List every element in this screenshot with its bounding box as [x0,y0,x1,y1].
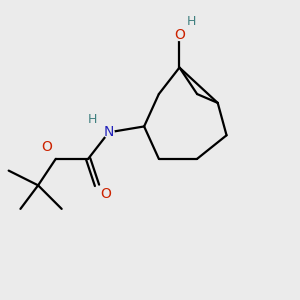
Text: H: H [187,15,196,28]
Circle shape [103,127,114,138]
Circle shape [42,142,52,152]
Circle shape [174,30,185,40]
Circle shape [186,16,196,27]
Text: O: O [174,28,185,42]
Text: H: H [88,112,97,126]
Text: N: N [103,125,114,139]
Text: O: O [41,140,52,154]
Circle shape [100,189,111,200]
Text: O: O [100,187,111,201]
Circle shape [87,114,98,124]
